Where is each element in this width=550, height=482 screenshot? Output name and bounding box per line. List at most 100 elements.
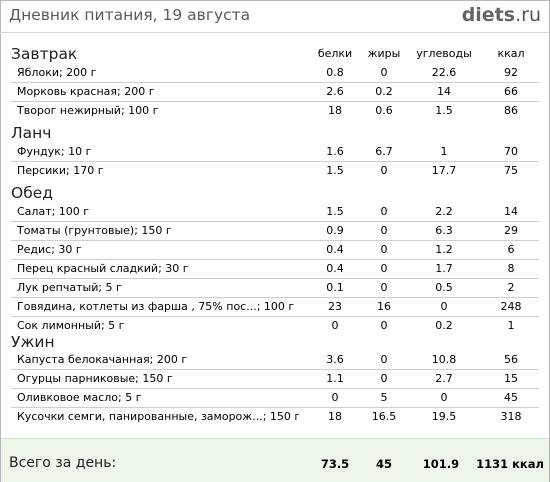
daily-total-label: Всего за день: (9, 455, 117, 471)
protein-value: 1.6 (326, 145, 344, 158)
carbs-value: 22.6 (431, 66, 457, 79)
food-name: Сок лимонный; 5 г (17, 319, 125, 332)
logo-tld: .ru (515, 4, 541, 26)
protein-value: 3.6 (326, 353, 344, 366)
fat-value: 0.6 (375, 104, 393, 117)
protein-value: 1.5 (326, 164, 344, 177)
column-header-fat: жиры (367, 47, 401, 60)
food-name: Оливковое масло; 5 г (17, 391, 142, 404)
food-name: Капуста белокачанная; 200 г (17, 353, 188, 366)
table-row: Яблоки; 200 г 0.8 0 22.6 92 (0, 64, 550, 83)
fat-value: 0 (380, 319, 388, 332)
section-title-breakfast: Завтрак (11, 45, 78, 63)
total-fat: 45 (375, 457, 392, 471)
table-row: Капуста белокачанная; 200 г 3.6 0 10.8 5… (0, 351, 550, 370)
table-row: Творог нежирный; 100 г 18 0.6 1.5 86 (0, 102, 550, 120)
fat-value: 0 (380, 262, 388, 275)
total-kcal: 1131 ккал (476, 457, 544, 471)
row-divider (11, 407, 539, 408)
carbs-value: 19.5 (431, 410, 457, 423)
food-name: Фундук; 10 г (17, 145, 92, 158)
carbs-value: 1.7 (435, 262, 453, 275)
fat-value: 0 (380, 66, 388, 79)
kcal-value: 66 (504, 85, 518, 98)
kcal-value: 29 (504, 224, 518, 237)
protein-value: 18 (328, 104, 342, 117)
page-title: Дневник питания, 19 августа (9, 6, 251, 24)
fat-value: 0 (380, 353, 388, 366)
carbs-value: 0 (440, 300, 448, 313)
table-row: Персики; 170 г 1.5 0 17.7 75 (0, 162, 550, 180)
protein-value: 0.1 (326, 281, 344, 294)
food-name: Перец красный сладкий; 30 г (17, 262, 189, 275)
fat-value: 0 (380, 243, 388, 256)
row-divider (11, 161, 539, 162)
column-headers: белки жиры углеводы ккал (0, 47, 550, 63)
column-header-kcal: ккал (497, 47, 525, 60)
carbs-value: 0.5 (435, 281, 453, 294)
fat-value: 5 (380, 391, 388, 404)
kcal-value: 6 (507, 243, 515, 256)
table-row: Салат; 100 г 1.5 0 2.2 14 (0, 203, 550, 222)
fat-value: 0.2 (375, 85, 393, 98)
table-row: Редис; 30 г 0.4 0 1.2 6 (0, 241, 550, 260)
fat-value: 0 (380, 224, 388, 237)
kcal-value: 1 (507, 319, 515, 332)
food-name: Лук репчатый; 5 г (17, 281, 122, 294)
carbs-value: 14 (437, 85, 451, 98)
protein-value: 0.4 (326, 243, 344, 256)
carbs-value: 1.5 (435, 104, 453, 117)
fat-value: 0 (380, 372, 388, 385)
food-name: Томаты (грунтовые); 150 г (17, 224, 172, 237)
section-title-supper: Ужин (11, 333, 55, 351)
protein-value: 0.8 (326, 66, 344, 79)
table-row: Лук репчатый; 5 г 0.1 0 0.5 2 (0, 279, 550, 298)
fat-value: 6.7 (375, 145, 393, 158)
row-divider (11, 316, 539, 317)
fat-value: 0 (380, 164, 388, 177)
table-row: Перец красный сладкий; 30 г 0.4 0 1.7 8 (0, 260, 550, 279)
kcal-value: 75 (504, 164, 518, 177)
kcal-value: 70 (504, 145, 518, 158)
carbs-value: 2.2 (435, 205, 453, 218)
table-row: Томаты (грунтовые); 150 г 0.9 0 6.3 29 (0, 222, 550, 241)
protein-value: 0.4 (326, 262, 344, 275)
fat-value: 16.5 (371, 410, 397, 423)
food-name: Морковь красная; 200 г (17, 85, 155, 98)
section-title-dinner: Обед (11, 184, 54, 202)
food-name: Говядина, котлеты из фарша , 75% пос...;… (17, 300, 295, 313)
food-name: Творог нежирный; 100 г (17, 104, 159, 117)
kcal-value: 318 (500, 410, 522, 423)
row-divider (11, 388, 539, 389)
column-header-carbs: углеводы (416, 47, 472, 60)
protein-value: 2.6 (326, 85, 344, 98)
carbs-value: 0.2 (435, 319, 453, 332)
row-divider (11, 369, 539, 370)
site-logo[interactable]: diets.ru (462, 4, 541, 26)
food-name: Кусочки семги, панированные, заморож...;… (17, 410, 299, 423)
kcal-value: 92 (504, 66, 518, 79)
table-row: Оливковое масло; 5 г 0 5 0 45 (0, 389, 550, 408)
total-carbs: 101.9 (422, 457, 460, 471)
protein-value: 0 (331, 391, 339, 404)
protein-value: 0 (331, 319, 339, 332)
daily-total-bar: Всего за день: 73.5 45 101.9 1131 ккал (1, 438, 549, 482)
carbs-value: 0 (440, 391, 448, 404)
carbs-value: 6.3 (435, 224, 453, 237)
table-row: Кусочки семги, панированные, заморож...;… (0, 408, 550, 426)
protein-value: 18 (328, 410, 342, 423)
table-row: Говядина, котлеты из фарша , 75% пос...;… (0, 298, 550, 317)
kcal-value: 56 (504, 353, 518, 366)
row-divider (11, 240, 539, 241)
table-row: Огурцы парниковые; 150 г 1.1 0 2.7 15 (0, 370, 550, 389)
carbs-value: 1 (440, 145, 448, 158)
kcal-value: 14 (504, 205, 518, 218)
row-divider (11, 278, 539, 279)
protein-value: 23 (328, 300, 342, 313)
fat-value: 0 (380, 205, 388, 218)
food-name: Персики; 170 г (17, 164, 104, 177)
carbs-value: 1.2 (435, 243, 453, 256)
row-divider (11, 101, 539, 102)
food-name: Редис; 30 г (17, 243, 82, 256)
table-row: Морковь красная; 200 г 2.6 0.2 14 66 (0, 83, 550, 102)
